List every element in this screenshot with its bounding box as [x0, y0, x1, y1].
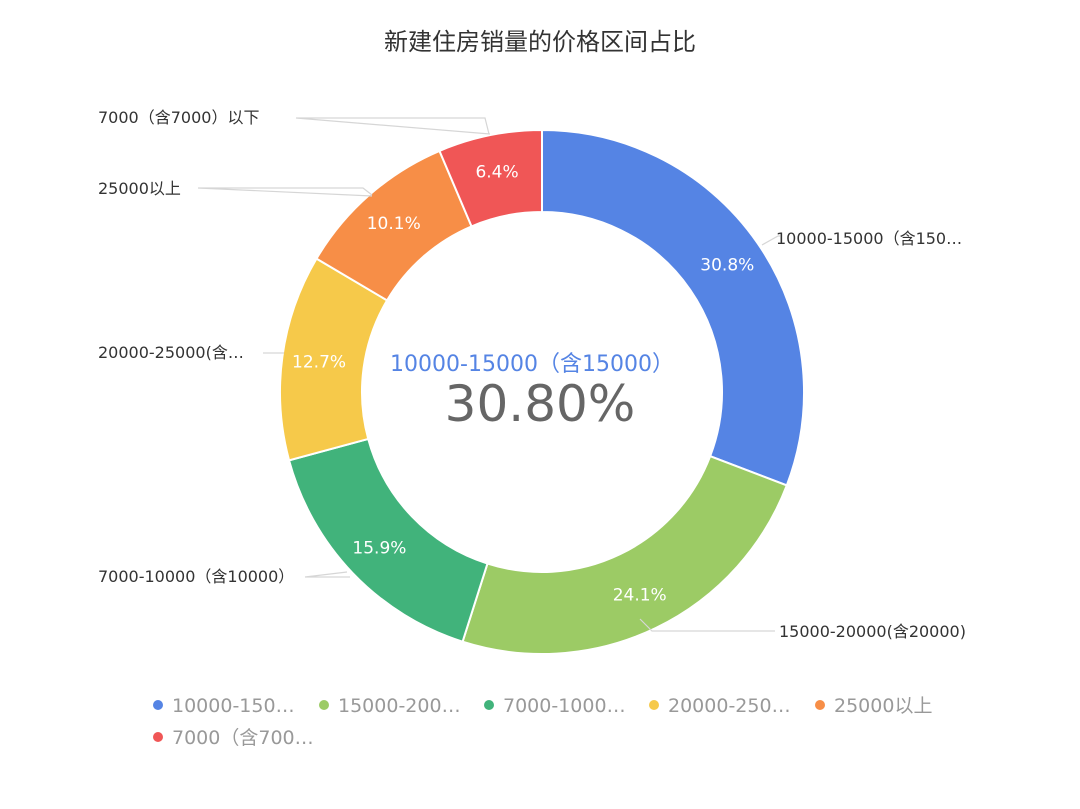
legend-marker-0	[153, 700, 163, 710]
leader-line-5	[295, 117, 491, 135]
donut-slices	[279, 128, 805, 655]
legend-label-5: 7000（含700…	[172, 727, 314, 749]
legend-item-5[interactable]: 7000（含700…	[153, 727, 314, 749]
legend-marker-2	[484, 700, 494, 710]
legend-item-2[interactable]: 7000-1000…	[484, 695, 626, 717]
legend-label-2: 7000-1000…	[503, 695, 626, 717]
slice-percent-labels: 30.8% 24.1% 15.9% 12.7% 10.1% 6.4%	[292, 163, 754, 606]
legend-marker-3	[649, 700, 659, 710]
legend-marker-1	[319, 700, 329, 710]
legend-item-3[interactable]: 20000-250…	[649, 695, 791, 717]
legend-item-0[interactable]: 10000-150…	[153, 695, 295, 717]
slice-label-0: 30.8%	[700, 255, 754, 275]
legend: 10000-150… 15000-200… 7000-1000… 20000-250……	[153, 695, 932, 749]
slice-label-2: 15.9%	[352, 539, 406, 559]
leader-line-0	[761, 235, 780, 246]
slice-label-3: 12.7%	[292, 353, 346, 373]
slice-label-4: 10.1%	[367, 214, 421, 234]
legend-item-1[interactable]: 15000-200…	[319, 695, 461, 717]
outer-label-0: 10000-15000（含150…	[776, 229, 962, 248]
outer-label-3: 20000-25000(含…	[98, 343, 244, 362]
center-readout: 10000-15000（含15000） 30.80%	[390, 352, 674, 433]
outer-labels: 10000-15000（含150… 15000-20000(含20000) 7000…	[98, 108, 966, 641]
slice-label-5: 6.4%	[475, 163, 518, 183]
leader-line-2	[304, 571, 350, 578]
legend-label-3: 20000-250…	[668, 695, 791, 717]
outer-label-5: 7000（含7000）以下	[98, 108, 259, 127]
outer-label-1: 15000-20000(含20000)	[779, 622, 966, 641]
leader-line-4	[197, 187, 373, 197]
legend-label-0: 10000-150…	[172, 695, 295, 717]
outer-label-4: 25000以上	[98, 179, 181, 198]
slice-label-1: 24.1%	[613, 586, 667, 606]
leader-line-1	[639, 618, 775, 632]
center-slice-value: 30.80%	[445, 375, 636, 433]
legend-marker-5	[153, 732, 163, 742]
slice-5	[438, 128, 543, 228]
outer-label-2: 7000-10000（含10000）	[98, 567, 294, 586]
center-slice-name: 10000-15000（含15000）	[390, 352, 674, 377]
leader-lines	[197, 117, 780, 632]
legend-label-1: 15000-200…	[338, 695, 461, 717]
legend-item-4[interactable]: 25000以上	[815, 695, 932, 717]
slice-1	[461, 454, 789, 655]
slice-0	[541, 128, 805, 487]
chart-title: 新建住房销量的价格区间占比	[384, 28, 696, 56]
legend-marker-4	[815, 700, 825, 710]
legend-label-4: 25000以上	[834, 695, 932, 717]
